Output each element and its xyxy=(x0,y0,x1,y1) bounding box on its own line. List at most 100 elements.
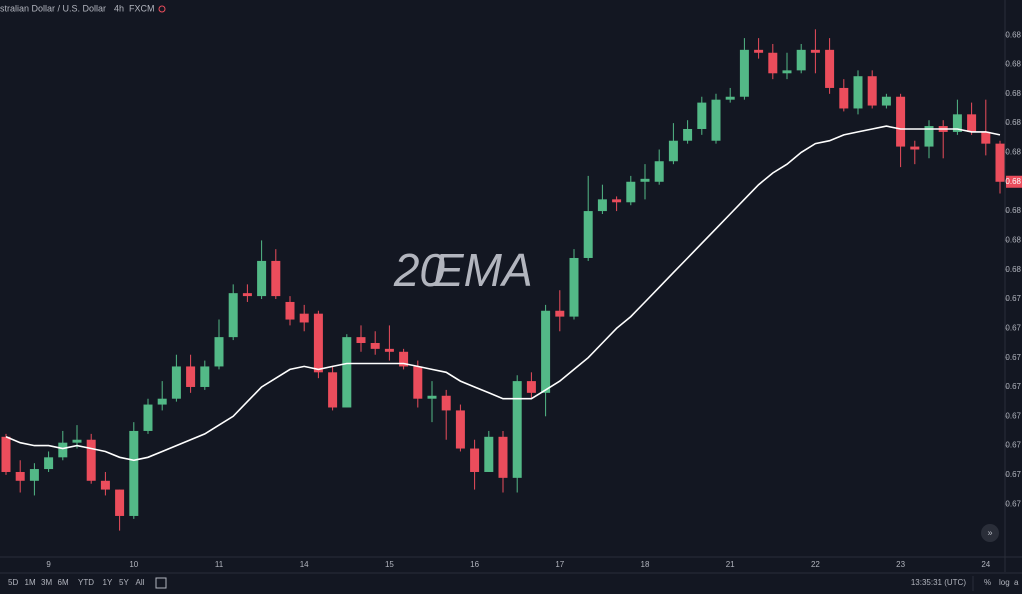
range-button[interactable]: YTD xyxy=(78,578,94,587)
candle-body xyxy=(328,372,338,408)
candle-body xyxy=(626,181,636,203)
candle-body xyxy=(72,439,82,443)
range-button[interactable]: 3M xyxy=(41,578,52,587)
candle-body xyxy=(967,114,977,132)
candle-body xyxy=(58,442,68,458)
ema-line xyxy=(5,125,1001,462)
candle-body xyxy=(896,96,906,147)
candle-body xyxy=(839,87,849,109)
range-button[interactable]: All xyxy=(136,578,145,587)
candle-body xyxy=(853,76,863,109)
candle-body xyxy=(725,96,735,100)
candle-body xyxy=(214,337,224,367)
x-tick-label: 9 xyxy=(46,560,51,569)
annotation-word: EMA xyxy=(433,244,533,296)
range-button[interactable]: 5Y xyxy=(119,578,129,587)
candle-body xyxy=(583,211,593,258)
candle-body xyxy=(129,430,139,516)
last-price-label: 0.68 xyxy=(1005,177,1021,186)
x-tick-label: 16 xyxy=(470,560,479,569)
scroll-icon[interactable]: » xyxy=(987,527,992,537)
candle-body xyxy=(952,114,962,132)
range-button[interactable]: 1Y xyxy=(103,578,113,587)
y-tick-label: 0.67 xyxy=(1005,411,1021,420)
candle-body xyxy=(711,99,721,141)
candle-body xyxy=(810,49,820,53)
candle-body xyxy=(981,131,991,144)
candle-body xyxy=(739,49,749,97)
x-tick-label: 18 xyxy=(641,560,650,569)
candle-body xyxy=(100,480,110,490)
candle-body xyxy=(186,366,196,387)
candle-body xyxy=(683,128,693,141)
scale-option[interactable]: log xyxy=(999,578,1010,587)
x-tick-label: 11 xyxy=(215,560,224,569)
x-tick-label: 15 xyxy=(385,560,394,569)
candle-body xyxy=(569,257,579,317)
clock: 13:35:31 (UTC) xyxy=(911,578,966,587)
y-tick-label: 0.68 xyxy=(1005,30,1021,39)
status-icon xyxy=(158,5,166,13)
candle-body xyxy=(484,436,494,472)
candle-body xyxy=(754,49,764,53)
candle-body xyxy=(299,313,309,323)
candle-body xyxy=(924,126,934,147)
y-tick-label: 0.68 xyxy=(1005,118,1021,127)
scale-option[interactable]: % xyxy=(984,578,991,587)
candle-body xyxy=(512,381,522,478)
scroll-button[interactable] xyxy=(981,524,999,542)
x-tick-label: 10 xyxy=(129,560,138,569)
range-button[interactable]: 6M xyxy=(58,578,69,587)
y-tick-label: 0.67 xyxy=(1005,294,1021,303)
candle-body xyxy=(612,199,622,203)
candle-body xyxy=(342,337,352,408)
compare-icon[interactable] xyxy=(155,577,167,589)
x-tick-label: 17 xyxy=(555,560,564,569)
candle-body xyxy=(541,310,551,393)
candle-body xyxy=(356,337,366,343)
y-tick-label: 0.68 xyxy=(1005,265,1021,274)
y-tick-label: 0.67 xyxy=(1005,441,1021,450)
scale-option[interactable]: a xyxy=(1014,578,1019,587)
candle-body xyxy=(157,398,167,405)
y-tick-label: 0.67 xyxy=(1005,470,1021,479)
candle-body xyxy=(768,52,778,74)
candle-body xyxy=(526,381,536,393)
annotation-number: 20 xyxy=(393,244,446,296)
candle-body xyxy=(384,348,394,352)
candle-body xyxy=(228,293,238,338)
x-tick-label: 22 xyxy=(811,560,820,569)
x-tick-label: 23 xyxy=(896,560,905,569)
candle-body xyxy=(285,301,295,320)
range-button[interactable]: 5D xyxy=(8,578,18,587)
candle-body xyxy=(370,342,380,349)
candle-body xyxy=(44,457,54,470)
y-tick-label: 0.67 xyxy=(1005,353,1021,362)
candle-body xyxy=(143,404,153,431)
candle-body xyxy=(257,260,267,297)
range-button[interactable]: 1M xyxy=(25,578,36,587)
y-tick-label: 0.68 xyxy=(1005,148,1021,157)
y-tick-label: 0.68 xyxy=(1005,206,1021,215)
candle-body xyxy=(115,489,125,516)
interval: 4h xyxy=(114,3,124,13)
candle-body xyxy=(697,102,707,129)
y-tick-label: 0.68 xyxy=(1005,235,1021,244)
candle-body xyxy=(200,366,210,387)
candle-body xyxy=(881,96,891,106)
candle-body xyxy=(796,49,806,71)
candle-body xyxy=(455,410,465,449)
symbol-title: stralian Dollar / U.S. Dollar xyxy=(0,3,106,13)
candle-body xyxy=(640,178,650,182)
candle-body xyxy=(171,366,181,399)
candle-body xyxy=(413,366,423,399)
candle-body xyxy=(825,49,835,88)
candle-body xyxy=(242,293,252,297)
candle-body xyxy=(86,439,96,481)
candle-body xyxy=(399,351,409,367)
candle-body xyxy=(597,199,607,212)
y-tick-label: 0.68 xyxy=(1005,89,1021,98)
y-tick-label: 0.67 xyxy=(1005,382,1021,391)
candle-body xyxy=(441,395,451,411)
